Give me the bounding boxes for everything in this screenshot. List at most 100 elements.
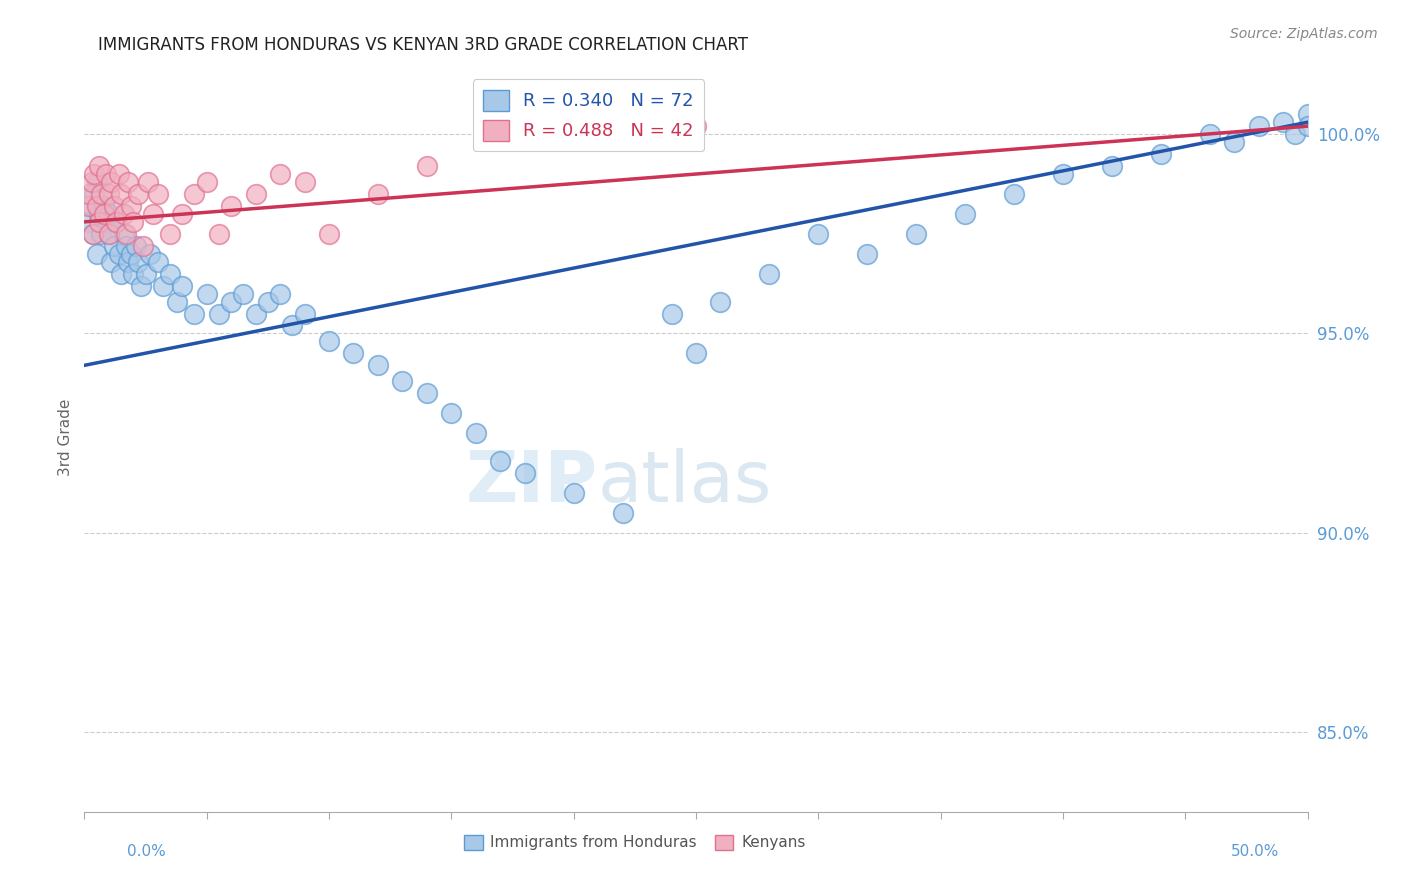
Point <box>195 175 218 189</box>
Point <box>807 227 830 241</box>
Point <box>953 207 976 221</box>
Point <box>709 294 731 309</box>
Point <box>367 186 389 201</box>
Point <box>93 207 115 221</box>
Point <box>416 159 439 173</box>
Point <box>86 246 108 260</box>
Point <box>83 186 105 201</box>
Point <box>685 119 707 133</box>
Point <box>685 346 707 360</box>
Point <box>905 227 928 241</box>
Point <box>1296 119 1319 133</box>
Text: IMMIGRANTS FROM HONDURAS VS KENYAN 3RD GRADE CORRELATION CHART: IMMIGRANTS FROM HONDURAS VS KENYAN 3RD G… <box>98 36 748 54</box>
Point <box>136 175 159 189</box>
Point <box>103 239 125 253</box>
Point <box>1296 107 1319 121</box>
Point <box>416 386 439 401</box>
Point <box>97 186 120 201</box>
Point <box>87 207 110 221</box>
Point <box>77 215 100 229</box>
Point <box>86 199 108 213</box>
Point <box>100 175 122 189</box>
Point <box>87 215 110 229</box>
Point <box>86 175 108 189</box>
Point <box>1101 159 1123 173</box>
Point <box>219 199 242 213</box>
Point <box>107 246 129 260</box>
Point <box>342 346 364 360</box>
Point <box>183 306 205 320</box>
Point <box>391 374 413 388</box>
Point <box>96 215 118 229</box>
Point <box>87 159 110 173</box>
Point <box>115 239 138 253</box>
Point <box>97 227 120 241</box>
Point <box>105 215 128 229</box>
Point <box>115 227 138 241</box>
Point <box>82 227 104 241</box>
Point <box>195 286 218 301</box>
Point <box>562 127 585 141</box>
Text: Source: ZipAtlas.com: Source: ZipAtlas.com <box>1230 27 1378 41</box>
Point <box>90 186 112 201</box>
Point <box>117 175 139 189</box>
Point <box>219 294 242 309</box>
Point <box>1002 186 1025 201</box>
Text: ZIP: ZIP <box>465 448 598 516</box>
Point <box>103 199 125 213</box>
Point <box>129 278 152 293</box>
Point <box>513 466 536 480</box>
Point <box>172 278 194 293</box>
Point <box>1150 147 1173 161</box>
Text: 50.0%: 50.0% <box>1232 845 1279 859</box>
Point <box>1052 167 1074 181</box>
Point <box>152 278 174 293</box>
Point <box>1198 127 1220 141</box>
Point <box>489 454 512 468</box>
Point <box>245 306 267 320</box>
Point <box>142 207 165 221</box>
Text: atlas: atlas <box>598 448 772 516</box>
Point <box>132 239 155 253</box>
Legend: Immigrants from Honduras, Kenyans: Immigrants from Honduras, Kenyans <box>458 829 811 856</box>
Point <box>232 286 254 301</box>
Point <box>146 186 169 201</box>
Point <box>1284 127 1306 141</box>
Point <box>146 254 169 268</box>
Point <box>80 199 103 213</box>
Point <box>464 426 486 441</box>
Point <box>159 227 181 241</box>
Point <box>112 207 135 221</box>
Point <box>856 246 879 260</box>
Point <box>1223 135 1246 149</box>
Point <box>661 306 683 320</box>
Point <box>208 306 231 320</box>
Point <box>112 227 135 241</box>
Point <box>139 246 162 260</box>
Point <box>135 267 157 281</box>
Point <box>294 306 316 320</box>
Point <box>97 227 120 241</box>
Point <box>1272 115 1295 129</box>
Point <box>107 167 129 181</box>
Point <box>110 267 132 281</box>
Point <box>90 227 112 241</box>
Point <box>245 186 267 201</box>
Point <box>318 227 340 241</box>
Point <box>127 186 149 201</box>
Point <box>183 186 205 201</box>
Point <box>294 175 316 189</box>
Point <box>125 239 148 253</box>
Point <box>367 359 389 373</box>
Point <box>77 186 100 201</box>
Point <box>117 254 139 268</box>
Point <box>269 167 291 181</box>
Point <box>77 199 100 213</box>
Point <box>122 267 145 281</box>
Point <box>120 199 142 213</box>
Point <box>96 167 118 181</box>
Point <box>80 175 103 189</box>
Point <box>257 294 280 309</box>
Point <box>122 215 145 229</box>
Point <box>82 227 104 241</box>
